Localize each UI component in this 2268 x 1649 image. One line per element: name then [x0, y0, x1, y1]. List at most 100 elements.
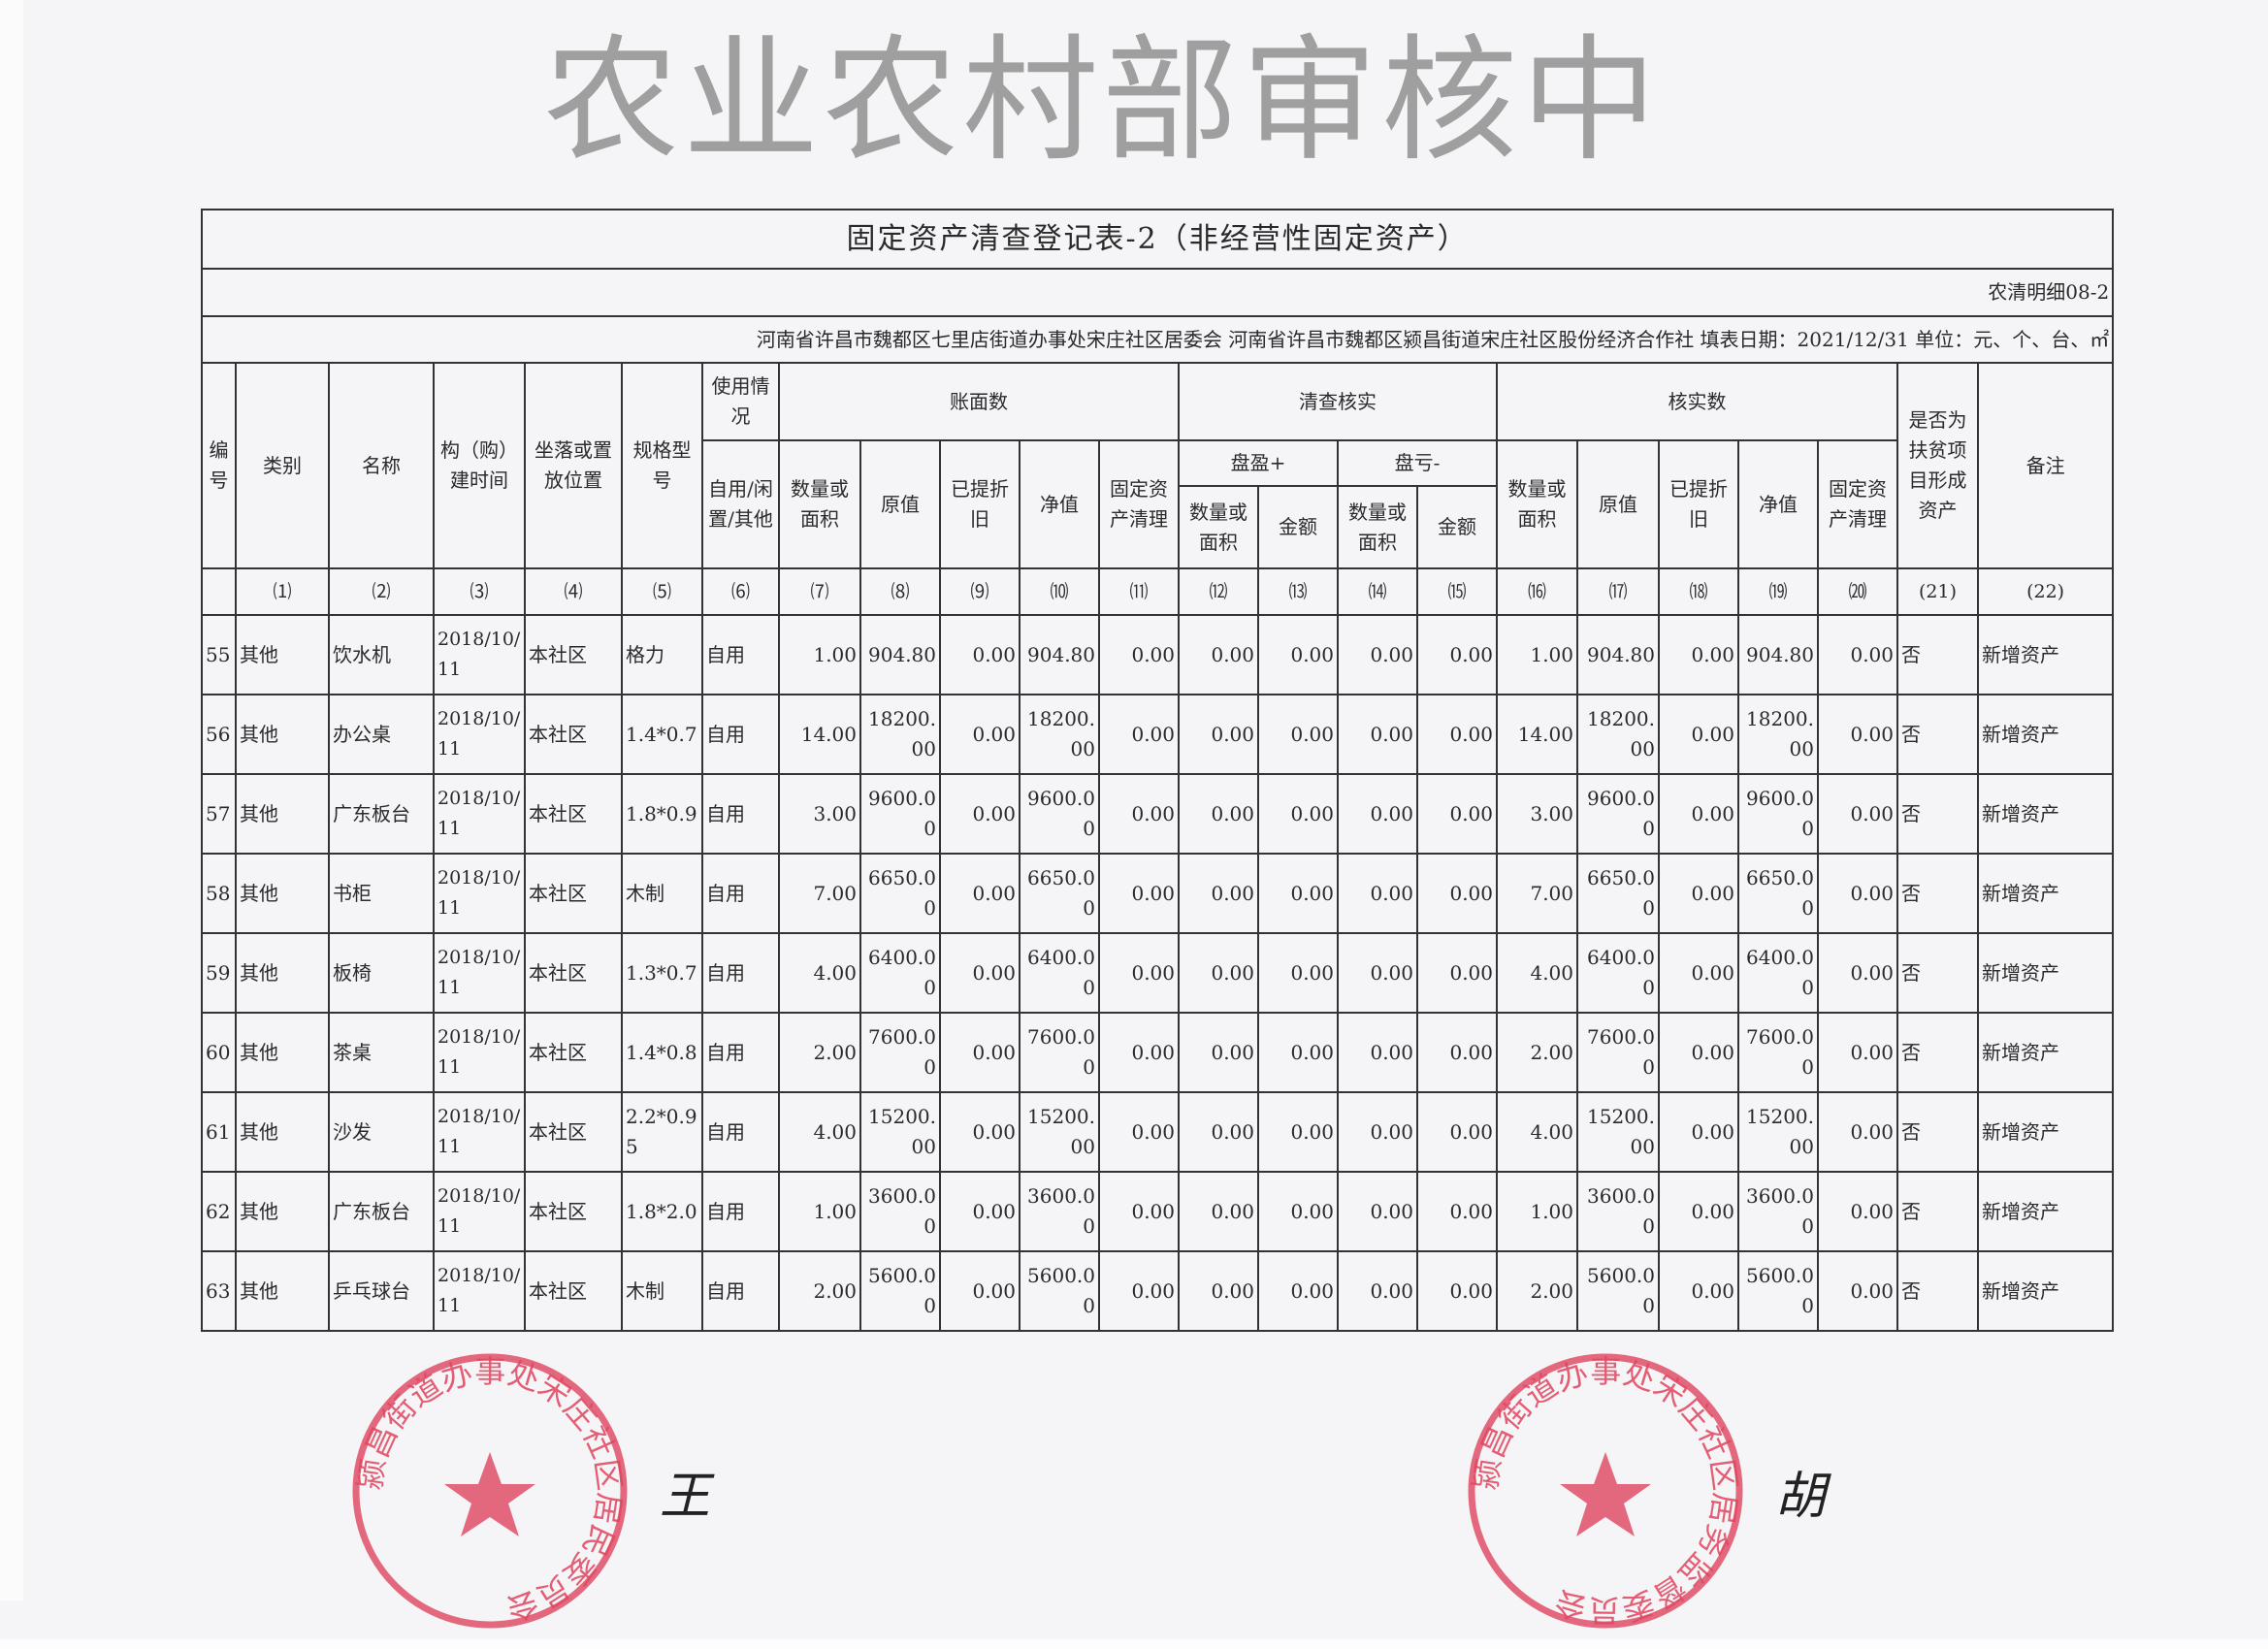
header-v-net: 净值 [1737, 439, 1819, 569]
table-row: 62 其他 广东板台 2018/10/11 本社区 1.8*2.0 自用 1.00 3600.0… [201, 1171, 2115, 1252]
cell-net: 18200.00 [1019, 694, 1100, 775]
cell-location: 本社区 [524, 694, 623, 775]
cell-v-depr: 0.00 [1658, 694, 1739, 775]
column-number: ⑼ [939, 567, 1021, 616]
cell-usage: 自用 [701, 1091, 780, 1173]
cell-v-depr: 0.00 [1658, 1171, 1739, 1252]
header-name: 名称 [328, 362, 435, 569]
header-category: 类别 [235, 362, 330, 569]
cell-s-qty: 0.00 [1178, 1171, 1259, 1252]
cell-orig: 6400.00 [859, 932, 941, 1014]
asset-register-table: 固定资产清查登记表-2（非经营性固定资产） 农清明细08-2 河南省许昌市魏都区… [200, 209, 2115, 1332]
column-number-blank [201, 567, 237, 616]
header-spec: 规格型号 [621, 362, 703, 569]
cell-net: 7600.00 [1019, 1012, 1100, 1093]
cell-orig: 9600.00 [859, 773, 941, 855]
cell-l-amt: 0.00 [1416, 614, 1498, 695]
cell-v-cleanup: 0.00 [1817, 1171, 1898, 1252]
cell-category: 其他 [235, 1091, 330, 1173]
cell-orig: 904.80 [859, 614, 941, 695]
cell-s-qty: 0.00 [1178, 1250, 1259, 1332]
cell-location: 本社区 [524, 614, 623, 695]
svg-text:颍昌街道办事处宋庄社区居务监督委员会: 颍昌街道办事处宋庄社区居务监督委员会 [1467, 1353, 1744, 1629]
cell-build-time: 2018/10/11 [433, 932, 526, 1014]
cell-poverty: 否 [1896, 853, 1979, 934]
cell-cleanup: 0.00 [1098, 1091, 1180, 1173]
cell-cleanup: 0.00 [1098, 1250, 1180, 1332]
column-number: ⑺ [778, 567, 861, 616]
cell-v-cleanup: 0.00 [1817, 773, 1898, 855]
left-stamp-text: 颍昌街道办事处宋庄社区居民委员会 [351, 1353, 629, 1628]
scan-margin-bottom [0, 1639, 2268, 1649]
cell-qty: 3.00 [778, 773, 861, 855]
table-row: 57 其他 广东板台 2018/10/11 本社区 1.8*0.9 自用 3.00 9600.0… [201, 773, 2115, 855]
cell-s-amt: 0.00 [1257, 932, 1339, 1014]
cell-spec: 1.4*0.7 [621, 694, 703, 775]
cell-s-qty: 0.00 [1178, 773, 1259, 855]
cell-no: 60 [201, 1012, 237, 1093]
cell-name: 茶桌 [328, 1012, 435, 1093]
cell-name: 饮水机 [328, 614, 435, 695]
cell-usage: 自用 [701, 773, 780, 855]
cell-net: 904.80 [1019, 614, 1100, 695]
cell-v-cleanup: 0.00 [1817, 1250, 1898, 1332]
header-v-qty: 数量或面积 [1496, 439, 1578, 569]
cell-l-qty: 0.00 [1337, 1091, 1418, 1173]
cell-build-time: 2018/10/11 [433, 694, 526, 775]
cell-category: 其他 [235, 614, 330, 695]
cell-remark: 新增资产 [1976, 1091, 2115, 1173]
cell-orig: 5600.00 [859, 1250, 941, 1332]
column-number: ⑷ [524, 567, 623, 616]
cell-net: 15200.00 [1019, 1091, 1100, 1173]
header-remark: 备注 [1976, 362, 2115, 569]
table-row: 55 其他 饮水机 2018/10/11 本社区 格力 自用 1.00 904.80 0.00 90… [201, 614, 2115, 695]
cell-net: 6650.00 [1019, 853, 1100, 934]
cell-depr: 0.00 [939, 694, 1021, 775]
header-v-depr: 已提折旧 [1658, 439, 1739, 569]
cell-v-net: 15200.00 [1737, 1091, 1819, 1173]
cell-usage: 自用 [701, 614, 780, 695]
cell-usage: 自用 [701, 1012, 780, 1093]
header-v-cleanup: 固定资产清理 [1817, 439, 1898, 569]
cell-qty: 1.00 [778, 614, 861, 695]
cell-s-qty: 0.00 [1178, 853, 1259, 934]
column-number: ⒀ [1257, 567, 1339, 616]
cell-qty: 1.00 [778, 1171, 861, 1252]
cell-l-amt: 0.00 [1416, 694, 1498, 775]
cell-no: 59 [201, 932, 237, 1014]
cell-no: 55 [201, 614, 237, 695]
cell-name: 广东板台 [328, 1171, 435, 1252]
column-number: ⒇ [1817, 567, 1898, 616]
table-row: 63 其他 乒乓球台 2018/10/11 本社区 木制 自用 2.00 5600.00 0.00… [201, 1250, 2115, 1332]
cell-remark: 新增资产 [1976, 1012, 2115, 1093]
cell-v-depr: 0.00 [1658, 614, 1739, 695]
column-number: ⑵ [328, 567, 435, 616]
cell-orig: 3600.00 [859, 1171, 941, 1252]
column-number: ⑾ [1098, 567, 1180, 616]
cell-remark: 新增资产 [1976, 1171, 2115, 1252]
cell-build-time: 2018/10/11 [433, 614, 526, 695]
cell-v-depr: 0.00 [1658, 932, 1739, 1014]
cell-depr: 0.00 [939, 1091, 1021, 1173]
cell-v-orig: 18200.00 [1576, 694, 1660, 775]
header-qty: 数量或面积 [778, 439, 861, 569]
right-signature: 胡 [1775, 1468, 1827, 1526]
review-watermark: 农业农村部审核中 [543, 22, 1662, 180]
cell-qty: 14.00 [778, 694, 861, 775]
cell-depr: 0.00 [939, 1171, 1021, 1252]
column-number: (21) [1896, 567, 1979, 616]
cell-orig: 7600.00 [859, 1012, 941, 1093]
table-row: 60 其他 茶桌 2018/10/11 本社区 1.4*0.8 自用 2.00 7600.00 0… [201, 1012, 2115, 1093]
cell-depr: 0.00 [939, 773, 1021, 855]
cell-v-orig: 6400.00 [1576, 932, 1660, 1014]
cell-v-qty: 3.00 [1496, 773, 1578, 855]
cell-v-depr: 0.00 [1658, 773, 1739, 855]
cell-v-qty: 7.00 [1496, 853, 1578, 934]
cell-l-amt: 0.00 [1416, 1012, 1498, 1093]
cell-qty: 4.00 [778, 932, 861, 1014]
cell-l-amt: 0.00 [1416, 853, 1498, 934]
header-v-orig: 原值 [1576, 439, 1660, 569]
cell-s-qty: 0.00 [1178, 1012, 1259, 1093]
cell-cleanup: 0.00 [1098, 1171, 1180, 1252]
cell-v-qty: 4.00 [1496, 1091, 1578, 1173]
